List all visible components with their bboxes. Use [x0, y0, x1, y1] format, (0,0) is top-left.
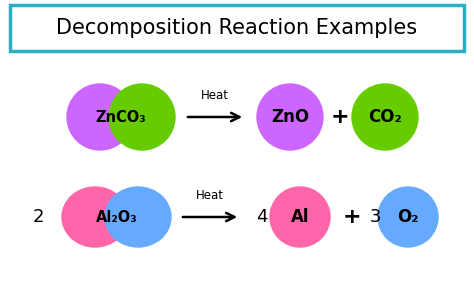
Ellipse shape: [62, 187, 128, 247]
Ellipse shape: [257, 84, 323, 150]
Text: Heat: Heat: [196, 189, 224, 202]
Ellipse shape: [352, 84, 418, 150]
Text: Al: Al: [291, 208, 309, 226]
Text: 4: 4: [256, 208, 268, 226]
Text: Heat: Heat: [201, 89, 229, 102]
Text: +: +: [331, 107, 349, 127]
Ellipse shape: [270, 187, 330, 247]
Text: Al₂O₃: Al₂O₃: [96, 210, 138, 225]
Text: Decomposition Reaction Examples: Decomposition Reaction Examples: [56, 18, 418, 37]
Text: ZnO: ZnO: [271, 108, 309, 126]
Ellipse shape: [67, 84, 133, 150]
Text: +: +: [343, 207, 361, 227]
Text: 2: 2: [32, 208, 44, 226]
Ellipse shape: [105, 187, 171, 247]
Text: 3: 3: [369, 208, 381, 226]
Text: ZnCO₃: ZnCO₃: [96, 109, 146, 124]
Ellipse shape: [378, 187, 438, 247]
Ellipse shape: [109, 84, 175, 150]
FancyBboxPatch shape: [10, 5, 464, 51]
Text: O₂: O₂: [397, 208, 419, 226]
Text: CO₂: CO₂: [368, 108, 402, 126]
